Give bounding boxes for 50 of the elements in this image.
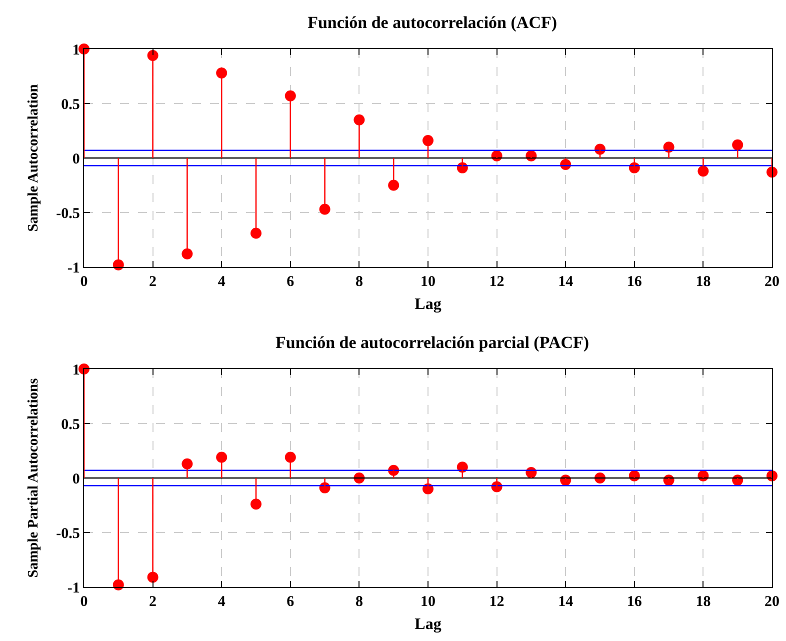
x-tick-label: 10 <box>420 274 436 290</box>
x-tick-label: 12 <box>489 274 504 290</box>
x-axis-title: Lag <box>414 296 442 313</box>
y-tick-label: 0 <box>72 471 80 488</box>
y-tick-label: 0 <box>72 151 80 168</box>
point <box>422 135 434 146</box>
point <box>216 67 228 78</box>
x-tick-label: 18 <box>696 594 711 610</box>
x-tick-label: 6 <box>286 594 295 610</box>
x-tick-label: 8 <box>355 274 363 290</box>
x-tick-label: 12 <box>489 594 504 610</box>
x-tick-label: 20 <box>764 274 780 290</box>
x-tick-label: 2 <box>149 274 157 290</box>
x-tick-label: 20 <box>764 594 780 610</box>
point <box>250 228 262 239</box>
x-tick-label: 14 <box>558 594 574 610</box>
point <box>319 204 330 215</box>
y-axis-title: Sample Partial Autocorrelations <box>26 378 42 578</box>
point <box>698 166 709 177</box>
x-tick-label: 16 <box>626 274 642 290</box>
y-tick-label: -0.5 <box>56 526 80 542</box>
point <box>732 139 744 150</box>
point <box>216 452 228 463</box>
y-axis-title: Sample Autocorrelation <box>26 84 42 232</box>
y-tick-label: -1 <box>67 580 80 596</box>
y-tick-label: -1 <box>67 260 80 276</box>
x-tick-label: 10 <box>420 594 436 610</box>
y-tick-label: -0.5 <box>56 206 80 222</box>
chart-title: Función de autocorrelación parcial (PACF) <box>276 332 590 352</box>
point <box>182 248 193 260</box>
x-axis-title: Lag <box>414 616 442 633</box>
x-tick-label: 6 <box>286 274 295 290</box>
point <box>284 90 296 102</box>
x-tick-label: 8 <box>355 594 363 610</box>
y-tick-label: 0.5 <box>61 96 80 113</box>
y-tick-label: 1 <box>72 362 80 378</box>
point <box>182 458 193 470</box>
x-tick-label: 16 <box>626 594 642 610</box>
point <box>250 498 262 510</box>
x-tick-label: 14 <box>558 274 574 290</box>
point <box>388 180 400 191</box>
x-tick-label: 4 <box>218 594 226 610</box>
x-tick-label: 18 <box>696 274 711 290</box>
chart-title: Función de autocorrelación (ACF) <box>308 12 558 32</box>
x-tick-label: 2 <box>149 594 157 610</box>
y-tick-label: 1 <box>72 42 80 58</box>
point <box>354 114 365 126</box>
y-tick-label: 0.5 <box>61 416 80 433</box>
point <box>284 452 296 463</box>
x-tick-label: 4 <box>218 274 226 290</box>
